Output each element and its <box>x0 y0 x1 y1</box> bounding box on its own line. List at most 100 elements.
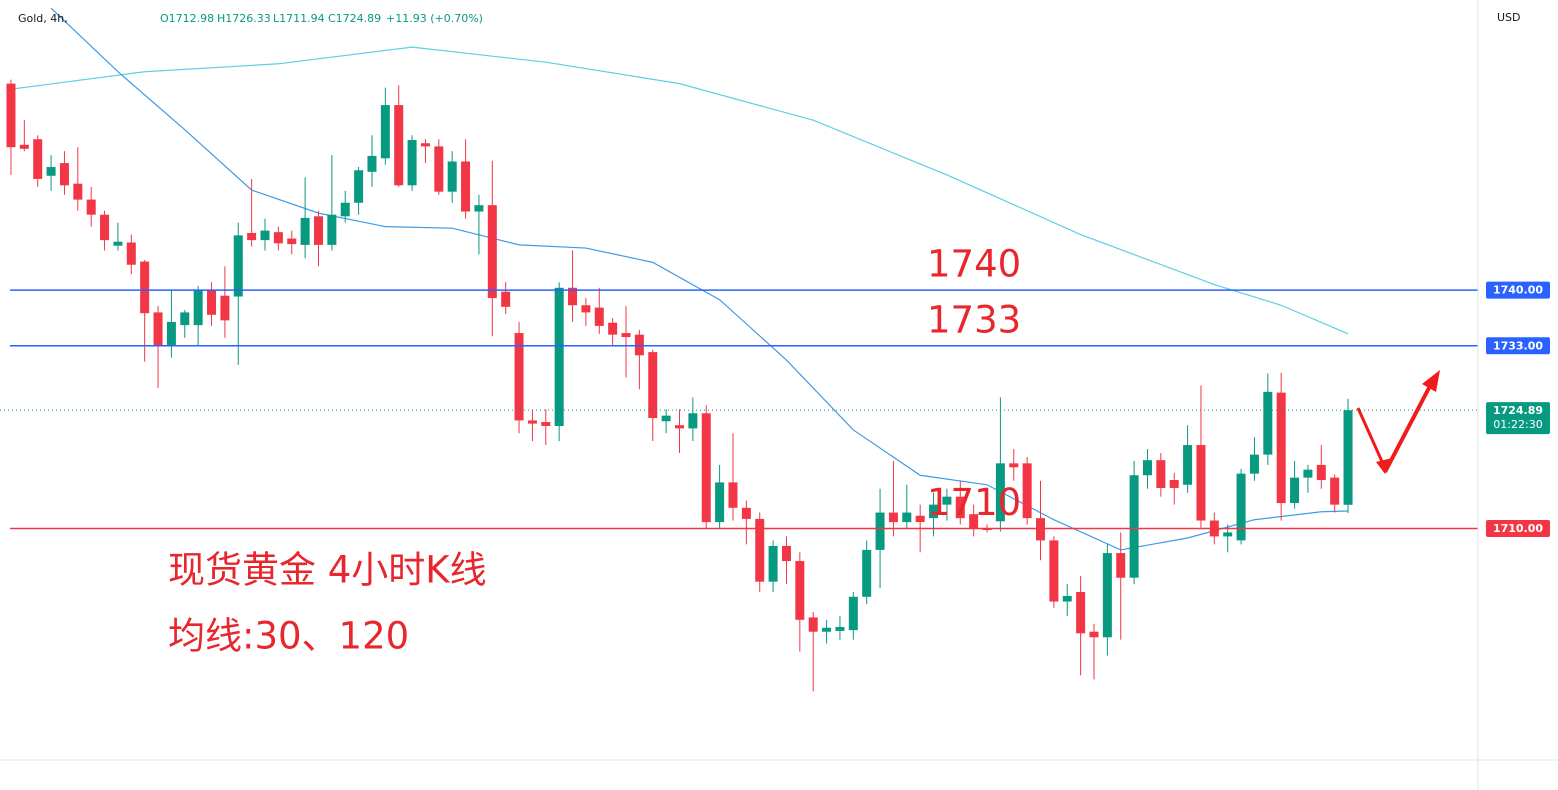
candle-body <box>1089 631 1099 638</box>
candle-body <box>1303 469 1313 478</box>
candle-body <box>367 155 377 172</box>
candle-body <box>755 518 765 582</box>
candle-body <box>1169 480 1179 488</box>
candle-body <box>1249 454 1259 474</box>
last-price-label: 1724.89 <box>1493 404 1543 417</box>
candle-body <box>19 144 29 149</box>
candle-body <box>915 515 925 523</box>
candle-body <box>648 352 658 419</box>
level-tag-label: 1710.00 <box>1493 522 1543 535</box>
candle-body <box>661 415 671 422</box>
ohlc-high: H1726.33 <box>217 12 271 25</box>
candle-body <box>1223 532 1233 537</box>
symbol: Gold, 4h, <box>18 12 68 25</box>
ohlc-open: O1712.98 <box>160 12 214 25</box>
arrow-down-stroke <box>1356 407 1386 467</box>
candle-body <box>581 305 591 313</box>
candle-body <box>862 549 872 597</box>
candle-body <box>327 214 337 245</box>
candle-body <box>982 528 992 531</box>
candle-body <box>808 617 818 632</box>
candle-body <box>1116 553 1126 578</box>
candle-body <box>273 232 283 244</box>
countdown: 01:22:30 <box>1493 418 1542 431</box>
candle-body <box>942 496 952 505</box>
candle-body <box>1290 477 1300 504</box>
ohlc-close: C1724.89 <box>328 12 381 25</box>
candle-body <box>501 291 511 307</box>
level-annotation: 1710 <box>927 481 1021 524</box>
candle-body <box>1142 460 1152 476</box>
candle-body <box>59 163 69 186</box>
candle-body <box>300 217 310 245</box>
candle-body <box>46 167 56 176</box>
candle-body <box>1022 463 1032 519</box>
candle-body <box>741 507 751 519</box>
candle-body <box>487 205 497 299</box>
candle-body <box>166 321 176 345</box>
arrow-up-stroke <box>1383 385 1432 473</box>
candle-body <box>848 596 858 631</box>
moving-average <box>10 46 1349 335</box>
candle-body <box>688 413 698 429</box>
candle-body <box>340 202 350 217</box>
note-ma: 均线:30、120 <box>168 615 409 658</box>
candle-body <box>1276 392 1286 504</box>
candle-body <box>354 170 364 203</box>
level-tag-label: 1740.00 <box>1493 284 1543 297</box>
candle-body <box>220 295 230 321</box>
candle-body <box>902 512 912 523</box>
candle-body <box>86 199 96 215</box>
candle-body <box>634 334 644 356</box>
candle-body <box>126 242 136 265</box>
ohlc-low: L1711.94 <box>273 12 325 25</box>
candle-body <box>929 504 939 519</box>
candle-body <box>33 139 43 179</box>
currency: USD <box>1497 11 1521 24</box>
candle-body <box>822 627 832 632</box>
candle-body <box>247 232 257 241</box>
ohlc-change: +11.93 (+0.70%) <box>386 12 483 25</box>
candle-body <box>1036 518 1046 541</box>
candle-body <box>420 143 430 147</box>
candle-body <box>6 83 16 148</box>
candle-body <box>207 290 217 315</box>
candle-body <box>955 496 965 519</box>
candle-body <box>1183 445 1193 485</box>
candle-body <box>1129 475 1139 578</box>
candle-body <box>1196 445 1206 521</box>
candle-body <box>728 482 738 508</box>
candle-body <box>474 205 484 212</box>
candle-body <box>447 161 457 192</box>
arrow <box>1356 370 1440 474</box>
candle-body <box>608 322 618 335</box>
arrow-head <box>1422 370 1440 392</box>
candle-body <box>554 287 564 426</box>
candle-body <box>1316 464 1326 481</box>
level-tag-label: 1733.00 <box>1493 339 1543 352</box>
candle-body <box>527 420 537 424</box>
candle-body <box>568 287 578 306</box>
candle-body <box>1263 391 1273 455</box>
candle-body <box>1076 592 1086 634</box>
candle-body <box>701 413 711 523</box>
candle-body <box>1330 477 1340 505</box>
candle-body <box>407 140 417 186</box>
level-annotation: 1733 <box>927 298 1021 341</box>
candle-body <box>140 261 150 314</box>
level-tag <box>1486 519 1550 537</box>
candle-body <box>1062 595 1072 602</box>
level-tag <box>1486 281 1550 299</box>
candle-body <box>875 512 885 550</box>
candle-body <box>113 241 123 246</box>
candle-body <box>1236 473 1246 541</box>
candle-body <box>313 216 323 245</box>
candle-body <box>594 307 604 326</box>
candle-body <box>1009 463 1019 468</box>
candle-body <box>514 333 524 421</box>
levels: 1740 1733 1710 <box>0 243 1478 530</box>
candle-body <box>73 183 83 200</box>
candle-body <box>180 312 190 326</box>
